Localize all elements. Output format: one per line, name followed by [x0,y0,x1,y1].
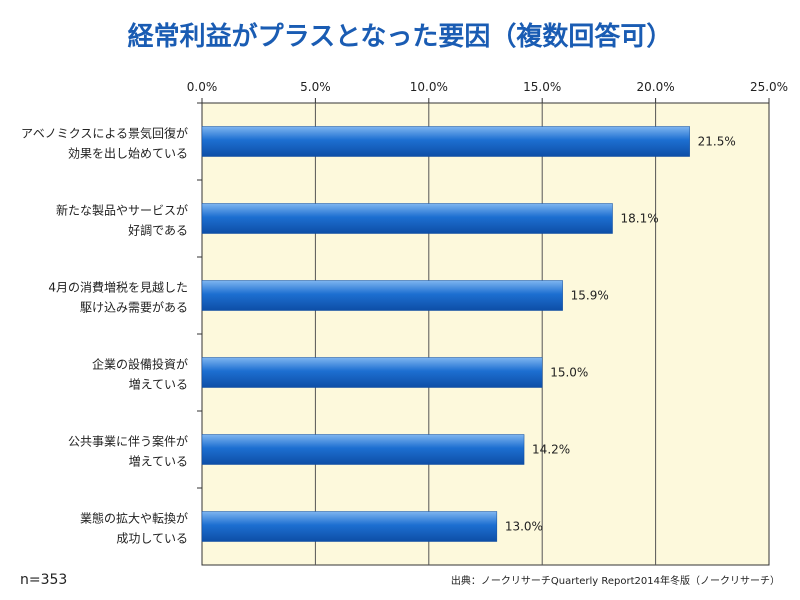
bar [201,280,563,311]
category-label: 業態の拡大や転換が [80,511,188,526]
category-label: 公共事業に伴う案件が [68,434,188,449]
category-label: 4月の消費増税を見越した [48,280,188,295]
bar [201,357,543,388]
x-tick-label: 10.0% [410,80,448,94]
data-label: 15.9% [571,289,609,303]
x-tick-label: 20.0% [637,80,675,94]
data-label: 18.1% [621,212,659,226]
sample-size: n=353 [20,572,67,588]
x-tick-label: 15.0% [523,80,561,94]
category-label: 増えている [129,455,188,469]
x-tick-label: 0.0% [187,80,218,94]
category-label: 効果を出し始めている [68,146,188,161]
bar [201,203,613,234]
category-label: 新たな製品やサービスが [56,203,188,218]
chart-title: 経常利益がプラスとなった要因（複数回答可） [128,21,673,52]
bar [201,434,525,465]
data-label: 15.0% [550,366,588,380]
data-label: 13.0% [505,520,543,534]
x-tick-label: 5.0% [300,80,331,94]
category-label: 好調である [128,224,188,238]
data-label: 14.2% [532,443,570,457]
source-note: 出典：ノークリサーチQuarterly Report2014年冬版（ノークリサー… [451,574,780,587]
category-label: 企業の設備投資が [92,357,188,372]
category-label: アベノミクスによる景気回復が [21,126,188,141]
plot-area [201,102,770,566]
category-label: 成功している [116,532,188,546]
category-label: 駆け込み需要がある [80,300,188,315]
data-label: 21.5% [698,135,736,149]
bar [201,511,498,542]
bar [201,126,690,157]
x-tick-label: 25.0% [750,80,788,94]
category-label: 増えている [129,378,188,392]
